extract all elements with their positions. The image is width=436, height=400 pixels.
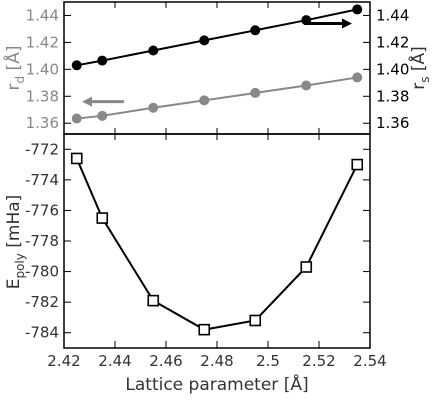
left-axis-title: rd [Å] bbox=[2, 46, 27, 91]
y-tick-label: -774 bbox=[25, 171, 59, 189]
bottom-series bbox=[70, 152, 364, 336]
right-y-tick-label: 1.44 bbox=[376, 6, 409, 24]
x-axis-title: Lattice parameter [Å] bbox=[125, 373, 308, 395]
top-point-right bbox=[250, 25, 261, 36]
right-y-tick-label: 1.38 bbox=[376, 87, 409, 105]
top-point-left bbox=[199, 95, 210, 106]
y-tick-label: -780 bbox=[25, 263, 59, 281]
energy-point bbox=[300, 261, 313, 273]
top-point-left bbox=[301, 80, 312, 91]
right-y-tick-label: 1.36 bbox=[376, 114, 409, 132]
top-point-right bbox=[97, 55, 108, 66]
right-y-tick-label: 1.40 bbox=[376, 60, 409, 78]
top-arrows bbox=[82, 18, 352, 107]
right-axis-title: rs [Å] bbox=[407, 46, 432, 90]
top-series-line-left bbox=[76, 76, 358, 120]
left-y-tick-label: 1.44 bbox=[26, 6, 59, 24]
top-panel: 1.36 1.38 1.40 1.42 1.44 1.36 1.38 1.40 1.42 1.44… bbox=[2, 1, 432, 135]
energy-point bbox=[351, 158, 364, 171]
top-point-left bbox=[250, 87, 261, 98]
x-tick-label: 2.44 bbox=[98, 352, 131, 370]
bottom-panel: 2.42 2.44 2.46 2.48 2.5 2.52 2.54 -784 -782 -780 -… bbox=[4, 133, 387, 395]
top-series-line-right bbox=[76, 8, 358, 67]
top-point-left bbox=[71, 113, 82, 124]
left-y-tick-label: 1.40 bbox=[26, 60, 59, 78]
bottom-plot-frame bbox=[63, 133, 371, 349]
left-y-tick-label: 1.36 bbox=[26, 114, 59, 132]
bottom-y-axis-title-sub: poly bbox=[13, 253, 27, 278]
right-axis-title-unit: [Å] bbox=[407, 46, 429, 76]
top-point-left bbox=[148, 102, 159, 113]
left-axis-title-sub: d bbox=[13, 76, 27, 84]
energy-point bbox=[198, 323, 211, 336]
top-point-left bbox=[97, 110, 108, 121]
x-tick-label: 2.54 bbox=[353, 352, 386, 370]
bottom-y-axis-title-main: E bbox=[4, 279, 24, 290]
left-axis-title-unit: [Å] bbox=[2, 46, 24, 76]
left-y-tick-label: 1.42 bbox=[26, 33, 59, 51]
energy-point bbox=[147, 294, 160, 307]
bottom-ticks: 2.42 2.44 2.46 2.48 2.5 2.52 2.54 -784 -782 -780 -… bbox=[25, 134, 387, 370]
right-axis-title-sub: s bbox=[418, 77, 432, 83]
left-axis-title-main: r bbox=[4, 83, 24, 90]
top-point-right bbox=[352, 4, 363, 15]
x-tick-label: 2.52 bbox=[302, 352, 335, 370]
left-axis-arrowhead bbox=[82, 96, 92, 107]
top-ticks: 1.36 1.38 1.40 1.42 1.44 1.36 1.38 1.40 1.42 1.44 bbox=[26, 2, 409, 134]
energy-point bbox=[249, 314, 262, 327]
right-axis-title-main: r bbox=[409, 83, 429, 90]
x-tick-label: 2.46 bbox=[149, 352, 182, 370]
y-tick-label: -776 bbox=[25, 201, 59, 219]
top-point-left bbox=[352, 72, 363, 83]
x-tick-label: 2.5 bbox=[256, 352, 280, 370]
top-point-right bbox=[148, 45, 159, 56]
x-tick-label: 2.48 bbox=[200, 352, 233, 370]
y-tick-label: -778 bbox=[25, 232, 59, 250]
right-axis-arrowhead bbox=[342, 18, 352, 29]
energy-point bbox=[96, 212, 109, 224]
right-y-tick-label: 1.42 bbox=[376, 33, 409, 51]
y-tick-label: -784 bbox=[25, 324, 59, 342]
bottom-y-axis-title-unit: [mHa] bbox=[4, 195, 24, 253]
energy-point bbox=[70, 152, 83, 165]
left-y-tick-label: 1.38 bbox=[26, 87, 59, 105]
y-tick-label: -772 bbox=[25, 140, 59, 158]
top-series bbox=[71, 4, 363, 124]
top-point-right bbox=[199, 35, 210, 46]
top-point-right bbox=[71, 60, 82, 71]
energy-series-line bbox=[75, 158, 359, 331]
bottom-y-axis-title: Epoly [mHa] bbox=[4, 195, 27, 290]
x-tick-label: 2.42 bbox=[47, 352, 80, 370]
y-tick-label: -782 bbox=[25, 293, 59, 311]
